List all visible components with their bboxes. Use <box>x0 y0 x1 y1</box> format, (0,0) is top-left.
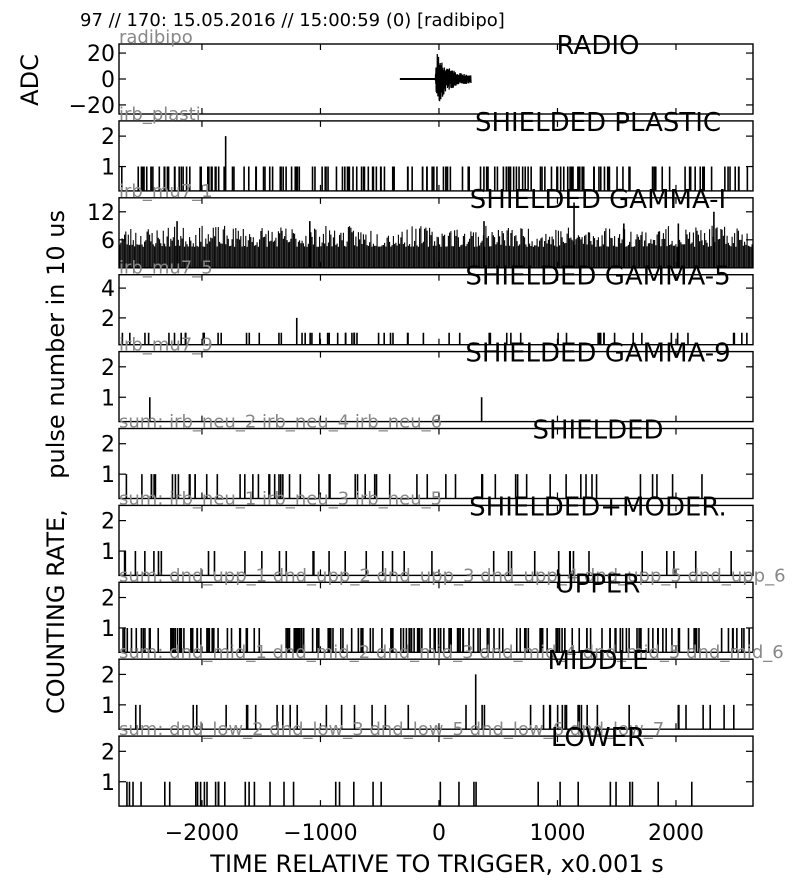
adc-axis-label: ADC <box>16 54 44 106</box>
panel-1: 2 1 irb_plasti SHIELDED PLASTIC <box>101 104 754 192</box>
detector-label: sum: irb_neu_1 irb_neu_3 irb_neu_5 <box>119 488 442 509</box>
panel-title: SHIELDED PLASTIC <box>475 108 721 138</box>
panel-frame <box>118 735 754 807</box>
x-tick-label: −1000 <box>283 821 357 846</box>
y-tick-label: 1 <box>101 771 115 796</box>
panel-2: 12 6 irb_mu7_1 SHIELDED GAMMA-I <box>87 181 754 269</box>
detector-label: sum: dnd_upp_1 dnd_upp_2 dnd_upp_3 dnd_u… <box>119 565 786 586</box>
panel-data <box>125 474 703 499</box>
detector-label: radibipo <box>119 27 193 48</box>
panel-title: UPPER <box>556 569 641 599</box>
panel-title: SHIELDED GAMMA-5 <box>465 262 730 292</box>
detector-label: sum: dnd_mid_1 dnd_mid_2 dnd_mid_3 dnd_m… <box>119 642 784 663</box>
detector-label: irb_mu7_9 <box>119 335 213 356</box>
detector-label: irb_plasti <box>119 104 201 125</box>
x-tick-label: −2000 <box>165 821 239 846</box>
y-tick-label: 1 <box>101 694 115 719</box>
panel-data <box>120 136 749 191</box>
y-tick-label: 0 <box>101 68 115 93</box>
panel-8: 2 1 sum: dnd_mid_1 dnd_mid_2 dnd_mid_3 dnd… <box>101 642 784 730</box>
x-axis: −2000 −1000 0 1000 2000 <box>165 821 704 846</box>
y-tick-label: 1 <box>101 617 115 642</box>
panel-data <box>119 202 753 268</box>
panel-frame <box>118 427 754 500</box>
rate-axis-label: COUNTING RATE, pulse number in 10 us <box>42 210 70 714</box>
x-tick-label: 1000 <box>529 821 585 846</box>
panel-title: SHIELDED+MODER. <box>469 492 727 522</box>
panels: 200−20 radibipo RADIO 2 1 irb_plasti SHIELDED … <box>69 27 786 807</box>
panel-5: 2 1 sum: irb_neu_2 irb_neu_4 irb_neu_6 SHIE… <box>101 412 754 500</box>
plot-header: 97 // 170: 15.05.2016 // 15:00:59 (0) [r… <box>80 10 505 31</box>
detector-label: sum: dnd_low_2 dnd_low_3 dnd_low_5 dnd_l… <box>119 719 664 740</box>
y-tick-label: 4 <box>101 277 115 302</box>
panel-frame <box>118 350 754 423</box>
detector-label: irb_mu7_1 <box>119 181 213 202</box>
y-tick-label: 2 <box>101 587 115 612</box>
y-tick-label: 20 <box>87 42 115 67</box>
y-tick-label: 1 <box>101 540 115 565</box>
y-tick-label: 2 <box>101 356 115 381</box>
panel-frame <box>118 658 754 730</box>
panel-data <box>149 397 483 422</box>
y-tick-label: 2 <box>101 307 115 332</box>
waveform-burst <box>434 54 472 102</box>
y-tick-label: 2 <box>101 125 115 150</box>
x-tick-label: 2000 <box>648 821 704 846</box>
panel-data <box>126 781 693 807</box>
detector-label: sum: irb_neu_2 irb_neu_4 irb_neu_6 <box>119 412 442 433</box>
panel-title: SHIELDED GAMMA-I <box>470 185 726 215</box>
panel-4: 2 1 irb_mu7_9 SHIELDED GAMMA-9 <box>101 335 754 423</box>
panel-title: LOWER <box>551 723 645 753</box>
panel-data <box>399 54 472 102</box>
panel-frame <box>118 581 754 653</box>
y-tick-label: 2 <box>101 510 115 535</box>
y-tick-label: 6 <box>101 229 115 254</box>
y-tick-label: −20 <box>69 94 115 119</box>
panel-frame <box>118 120 754 192</box>
noise-trace <box>119 225 753 268</box>
panel-title: RADIO <box>557 31 640 61</box>
panel-title: SHIELDED <box>532 416 663 446</box>
y-tick-label: 1 <box>101 463 115 488</box>
x-axis-label: TIME RELATIVE TO TRIGGER, x0.001 s <box>209 850 663 878</box>
y-tick-label: 12 <box>87 201 115 226</box>
panel-title: MIDDLE <box>547 646 648 676</box>
panel-frame <box>118 504 754 577</box>
y-tick-label: 2 <box>101 740 115 765</box>
y-tick-label: 1 <box>101 156 115 181</box>
panel-0: 200−20 radibipo RADIO <box>69 27 754 119</box>
panel-frame <box>118 274 754 346</box>
x-tick-label: 0 <box>432 821 446 846</box>
panel-3: 4 2 irb_mu7_5 SHIELDED GAMMA-5 <box>101 258 754 346</box>
panel-7: 2 1 sum: dnd_upp_1 dnd_upp_2 dnd_upp_3 dnd… <box>101 565 786 653</box>
panel-9: 2 1 sum: dnd_low_2 dnd_low_3 dnd_low_5 dnd… <box>101 719 754 807</box>
y-tick-label: 2 <box>101 433 115 458</box>
panel-data <box>122 627 750 653</box>
y-tick-label: 2 <box>101 663 115 688</box>
panel-data <box>121 317 748 345</box>
panel-title: SHIELDED GAMMA-9 <box>465 339 730 369</box>
panel-data <box>123 551 732 576</box>
y-tick-label: 1 <box>101 386 115 411</box>
detector-label: irb_mu7_5 <box>119 258 213 279</box>
panel-6: 2 1 sum: irb_neu_1 irb_neu_3 irb_neu_5 SHIE… <box>101 488 754 577</box>
panel-data <box>134 674 735 730</box>
